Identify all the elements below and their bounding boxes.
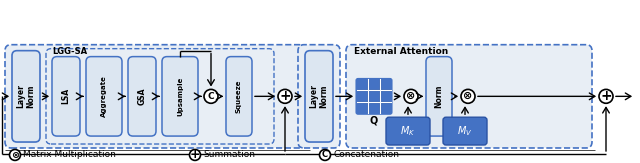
FancyBboxPatch shape [86, 57, 122, 136]
Text: Concatenation: Concatenation [333, 150, 399, 159]
Text: Norm: Norm [435, 85, 444, 108]
Text: C: C [208, 92, 214, 101]
Text: $M_K$: $M_K$ [401, 124, 415, 138]
Text: Matrix Multiplication: Matrix Multiplication [23, 150, 116, 159]
Text: +: + [600, 89, 612, 103]
Circle shape [278, 89, 292, 103]
Text: Squeeze: Squeeze [236, 80, 242, 113]
Circle shape [599, 89, 613, 103]
FancyBboxPatch shape [52, 57, 80, 136]
Text: GSA: GSA [138, 88, 147, 105]
FancyBboxPatch shape [298, 45, 340, 148]
Circle shape [189, 149, 200, 160]
FancyBboxPatch shape [386, 117, 430, 145]
FancyBboxPatch shape [46, 49, 274, 144]
Text: +: + [279, 89, 291, 103]
Circle shape [461, 89, 475, 103]
FancyBboxPatch shape [346, 45, 592, 148]
Text: C: C [322, 150, 328, 159]
FancyBboxPatch shape [426, 57, 452, 136]
FancyBboxPatch shape [356, 78, 392, 114]
Text: ⊗: ⊗ [463, 91, 473, 101]
Circle shape [319, 149, 330, 160]
Text: Summation: Summation [203, 150, 255, 159]
FancyBboxPatch shape [305, 51, 333, 142]
Text: Q: Q [370, 115, 378, 125]
FancyBboxPatch shape [162, 57, 198, 136]
Text: $M_V$: $M_V$ [458, 124, 473, 138]
Text: External Attention: External Attention [354, 47, 448, 56]
FancyBboxPatch shape [226, 57, 252, 136]
Text: LSA: LSA [61, 88, 70, 104]
Text: LGG-SA: LGG-SA [52, 47, 87, 56]
FancyBboxPatch shape [5, 45, 305, 148]
Text: ⊗: ⊗ [406, 91, 416, 101]
FancyBboxPatch shape [443, 117, 487, 145]
Circle shape [10, 149, 20, 160]
FancyBboxPatch shape [12, 51, 40, 142]
FancyBboxPatch shape [128, 57, 156, 136]
Text: Aggregate: Aggregate [101, 75, 107, 117]
Text: Layer
Norm: Layer Norm [309, 84, 329, 108]
Circle shape [204, 89, 218, 103]
Text: ⊗: ⊗ [11, 150, 19, 160]
Text: +: + [189, 148, 200, 161]
Text: Upsample: Upsample [177, 77, 183, 116]
Circle shape [404, 89, 418, 103]
Text: Layer
Norm: Layer Norm [16, 84, 36, 108]
